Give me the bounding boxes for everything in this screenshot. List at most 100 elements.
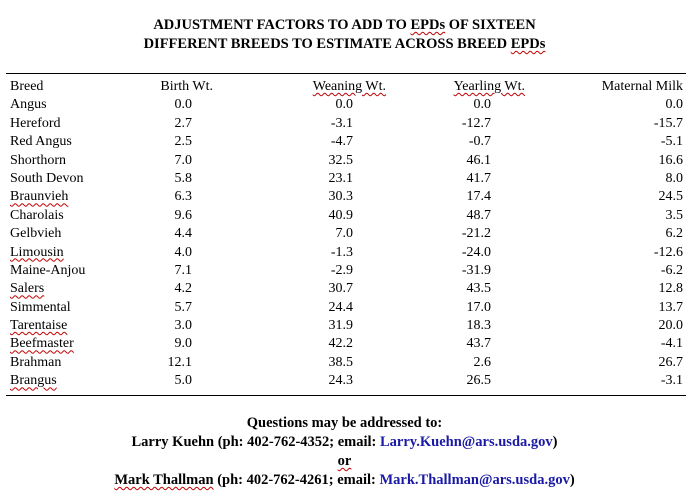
weaning-wt-cell: -4.7 [330, 134, 353, 150]
yearling-wt-cell: -0.7 [468, 134, 491, 150]
maternal-milk-cell: -15.7 [653, 115, 683, 131]
birth-wt-cell: 2.5 [174, 134, 193, 150]
contact-line-1: Larry Kuehn (ph: 402-762-4352; email: La… [131, 434, 558, 450]
weaning-wt-cell: 30.3 [328, 189, 354, 205]
weaning-wt-cell: 30.7 [328, 281, 354, 297]
breed-cell: Simmental [10, 299, 71, 315]
weaning-wt-cell: 31.9 [328, 318, 354, 334]
table-row: Hereford 2.7 -3.1 -12.7 -15.7 [0, 115, 689, 133]
breed-cell: Braunvieh [10, 189, 69, 205]
table-row: Tarentaise 3.0 31.9 18.3 20.0 [0, 317, 689, 335]
epds-term: EPDs [410, 17, 446, 33]
yearling-wt-cell: 48.7 [466, 207, 492, 223]
table-row: Brahman 12.1 38.5 2.6 26.7 [0, 354, 689, 372]
table-row: Salers 4.2 30.7 43.5 12.8 [0, 280, 689, 298]
maternal-milk-cell: 16.6 [658, 152, 684, 168]
title-line-1: ADJUSTMENT FACTORS TO ADD TO EPDs OF SIX… [153, 17, 536, 33]
yearling-wt-cell: 17.4 [466, 189, 492, 205]
yearling-wt-cell: 26.5 [466, 373, 492, 389]
birth-wt-cell: 3.0 [174, 318, 193, 334]
table-row: Gelbvieh 4.4 7.0 -21.2 6.2 [0, 225, 689, 243]
email-link-thallman[interactable]: Mark.Thallman@ars.usda.gov [379, 472, 570, 488]
birth-wt-cell: 0.0 [174, 97, 193, 113]
maternal-milk-cell: 20.0 [658, 318, 684, 334]
breed-cell: Brangus [10, 373, 57, 389]
weaning-wt-cell: 38.5 [328, 354, 354, 370]
maternal-milk-cell: 24.5 [658, 189, 684, 205]
maternal-milk-cell: -4.1 [660, 336, 683, 352]
maternal-milk-cell: 26.7 [658, 354, 684, 370]
title-line-2: DIFFERENT BREEDS TO ESTIMATE ACROSS BREE… [143, 36, 546, 52]
table-bottom-rule [6, 395, 686, 396]
birth-wt-cell: 2.7 [174, 115, 193, 131]
table-row: Limousin 4.0 -1.3 -24.0 -12.6 [0, 244, 689, 262]
weaning-wt-cell: -1.3 [330, 244, 353, 260]
contact-footer: Questions may be addressed to: Larry Kue… [0, 414, 689, 490]
weaning-wt-cell: 24.3 [328, 373, 354, 389]
weaning-wt-cell: -3.1 [330, 115, 353, 131]
yearling-wt-cell: 2.6 [473, 354, 492, 370]
table-row: Simmental 5.7 24.4 17.0 13.7 [0, 299, 689, 317]
weaning-wt-cell: 32.5 [328, 152, 354, 168]
breed-cell: Limousin [10, 244, 64, 260]
table-row: South Devon 5.8 23.1 41.7 8.0 [0, 170, 689, 188]
breed-cell: Salers [10, 281, 45, 297]
table-row: Red Angus 2.5 -4.7 -0.7 -5.1 [0, 133, 689, 151]
contact-line-2: Mark Thallman (ph: 402-762-4261; email: … [114, 472, 575, 488]
breed-cell: Red Angus [10, 134, 72, 150]
breed-cell: Shorthorn [10, 152, 66, 168]
table-top-rule [6, 73, 686, 74]
weaning-wt-cell: 40.9 [328, 207, 354, 223]
maternal-milk-cell: -5.1 [660, 134, 683, 150]
birth-wt-cell: 9.0 [174, 336, 193, 352]
table-header-row: Breed Birth Wt. Weaning Wt. Yearling Wt.… [0, 78, 689, 96]
weaning-wt-cell: 42.2 [328, 336, 354, 352]
yearling-wt-cell: 43.5 [466, 281, 492, 297]
breed-cell: South Devon [10, 170, 84, 186]
header-maternal-milk: Maternal Milk [601, 79, 683, 94]
birth-wt-cell: 5.8 [174, 170, 193, 186]
email-link-kuehn[interactable]: Larry.Kuehn@ars.usda.gov [380, 434, 553, 450]
table-row: Brangus 5.0 24.3 26.5 -3.1 [0, 372, 689, 390]
weaning-wt-cell: 0.0 [335, 97, 354, 113]
yearling-wt-cell: 41.7 [466, 170, 492, 186]
maternal-milk-cell: 8.0 [665, 170, 684, 186]
document-title: ADJUSTMENT FACTORS TO ADD TO EPDs OF SIX… [0, 16, 689, 54]
birth-wt-cell: 12.1 [167, 354, 193, 370]
header-birth-wt: Birth Wt. [160, 79, 213, 94]
yearling-wt-cell: 17.0 [466, 299, 492, 315]
birth-wt-cell: 7.0 [174, 152, 193, 168]
birth-wt-cell: 4.4 [174, 226, 193, 242]
breed-cell: Hereford [10, 115, 61, 131]
table-row: Braunvieh 6.3 30.3 17.4 24.5 [0, 188, 689, 206]
birth-wt-cell: 9.6 [174, 207, 193, 223]
yearling-wt-cell: 46.1 [466, 152, 492, 168]
adjustment-factors-table: Breed Birth Wt. Weaning Wt. Yearling Wt.… [0, 78, 689, 391]
maternal-milk-cell: 6.2 [665, 226, 684, 242]
yearling-wt-cell: -24.0 [461, 244, 491, 260]
header-breed: Breed [10, 79, 44, 94]
contact-name-thallman: Mark Thallman [114, 472, 214, 488]
weaning-wt-cell: -2.9 [330, 262, 353, 278]
header-weaning-wt: Weaning Wt. [312, 79, 386, 94]
birth-wt-cell: 6.3 [174, 189, 193, 205]
weaning-wt-cell: 23.1 [328, 170, 354, 186]
breed-cell: Tarentaise [10, 318, 68, 334]
maternal-milk-cell: -12.6 [653, 244, 683, 260]
breed-cell: Angus [10, 97, 47, 113]
yearling-wt-cell: -12.7 [461, 115, 491, 131]
yearling-wt-cell: -31.9 [461, 262, 491, 278]
yearling-wt-cell: 43.7 [466, 336, 492, 352]
yearling-wt-cell: 18.3 [466, 318, 492, 334]
birth-wt-cell: 4.2 [174, 281, 193, 297]
table-row: Charolais 9.6 40.9 48.7 3.5 [0, 207, 689, 225]
breed-cell: Gelbvieh [10, 226, 62, 242]
weaning-wt-cell: 7.0 [335, 226, 354, 242]
maternal-milk-cell: 12.8 [658, 281, 684, 297]
table-row: Angus 0.0 0.0 0.0 0.0 [0, 96, 689, 114]
header-yearling-wt: Yearling Wt. [453, 79, 525, 94]
yearling-wt-cell: 0.0 [473, 97, 492, 113]
maternal-milk-cell: -6.2 [660, 262, 683, 278]
table-row: Maine-Anjou 7.1 -2.9 -31.9 -6.2 [0, 262, 689, 280]
epds-term: EPDs [510, 36, 546, 52]
